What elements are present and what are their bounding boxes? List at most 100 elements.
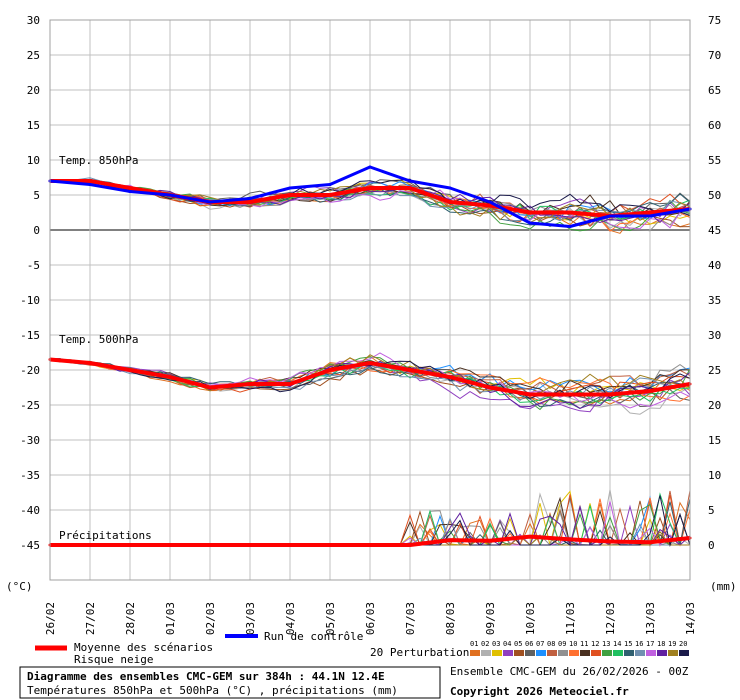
x-tick-label: 05/03 bbox=[324, 602, 337, 635]
data-point bbox=[368, 361, 372, 365]
data-point bbox=[128, 186, 132, 190]
data-point bbox=[488, 539, 492, 543]
y-right-tick-label: 0 bbox=[708, 539, 715, 552]
legend-member-swatch bbox=[679, 650, 689, 656]
data-point bbox=[88, 179, 92, 183]
data-point bbox=[608, 214, 612, 218]
legend-member-id: 01 bbox=[470, 640, 478, 648]
chart-subtitle: Températures 850hPa et 500hPa (°C) , pré… bbox=[27, 684, 398, 697]
data-point bbox=[208, 386, 212, 389]
data-point bbox=[328, 368, 332, 372]
x-tick-label: 12/03 bbox=[604, 602, 617, 635]
label-temp-500: Temp. 500hPa bbox=[59, 333, 138, 346]
legend-member-id: 18 bbox=[657, 640, 665, 648]
data-point bbox=[448, 375, 452, 379]
legend-member-id: 05 bbox=[514, 640, 522, 648]
data-point bbox=[488, 386, 492, 389]
y-left-tick-label: 10 bbox=[27, 154, 40, 167]
y-right-tick-label: 15 bbox=[708, 434, 721, 447]
data-point bbox=[528, 211, 532, 214]
y-left-tick-label: 15 bbox=[27, 119, 40, 132]
y-left-tick-label: -5 bbox=[27, 259, 40, 272]
data-point bbox=[248, 382, 252, 386]
data-point bbox=[248, 200, 252, 204]
data-point bbox=[448, 538, 452, 542]
data-point bbox=[568, 225, 572, 228]
perturbation-line bbox=[49, 180, 691, 227]
y-right-tick-label: 65 bbox=[708, 84, 721, 97]
data-point bbox=[168, 375, 172, 379]
data-point bbox=[288, 193, 292, 197]
legend-member-swatch bbox=[536, 650, 546, 656]
legend-member-swatch bbox=[580, 650, 590, 656]
plot-frame bbox=[49, 19, 691, 581]
data-point bbox=[288, 382, 292, 386]
x-tick-label: 01/03 bbox=[164, 602, 177, 635]
data-point bbox=[368, 165, 372, 169]
legend-member-id: 19 bbox=[668, 640, 676, 648]
legend-member-id: 13 bbox=[602, 640, 610, 648]
legend-members: 01 02 03 04 05 06 07 08 09 10 11 12 13 14 15 16 17 18 19 20 bbox=[470, 640, 689, 656]
data-point bbox=[608, 540, 612, 543]
y-left-tick-label: -25 bbox=[20, 399, 40, 412]
data-point bbox=[448, 200, 452, 204]
ensemble-label: Ensemble CMC-GEM du 26/02/2026 - 00Z bbox=[450, 665, 689, 678]
data-point bbox=[368, 543, 372, 547]
legend-member-swatch bbox=[481, 650, 491, 656]
y-left-tick-label: -30 bbox=[20, 434, 40, 447]
data-point bbox=[248, 543, 252, 547]
y-right-tick-label: 25 bbox=[708, 364, 721, 377]
data-point bbox=[88, 543, 92, 547]
title-box bbox=[19, 666, 441, 699]
data-point bbox=[128, 190, 132, 193]
y-left-tick-label: -20 bbox=[20, 364, 40, 377]
y-left-tick-label: 25 bbox=[27, 49, 40, 62]
data-point bbox=[168, 543, 172, 547]
legend-member-swatch bbox=[547, 650, 557, 656]
legend-member-swatch bbox=[657, 650, 667, 656]
chart-title: Diagramme des ensembles CMC-GEM sur 384h… bbox=[27, 670, 385, 683]
data-point bbox=[648, 540, 652, 544]
legend-snow-label: Risque neige bbox=[74, 653, 153, 666]
legend-member-swatch bbox=[569, 650, 579, 656]
data-point bbox=[288, 186, 292, 190]
data-point bbox=[328, 543, 332, 547]
data-point bbox=[528, 535, 532, 539]
data-point bbox=[608, 393, 612, 396]
copyright: Copyright 2026 Meteociel.fr bbox=[450, 685, 629, 698]
legend-member-swatch bbox=[624, 650, 634, 656]
data-point bbox=[208, 200, 212, 204]
legend-member-id: 08 bbox=[547, 640, 555, 648]
x-tick-label: 27/02 bbox=[84, 602, 97, 635]
y-right-tick-label: 55 bbox=[708, 154, 721, 167]
y-right-tick-label: 30 bbox=[708, 329, 721, 342]
label-precip: Précipitations bbox=[59, 529, 152, 542]
data-point bbox=[408, 186, 412, 190]
legend-member-swatch bbox=[668, 650, 678, 656]
legend-member-swatch bbox=[613, 650, 623, 656]
legend-member-swatch bbox=[646, 650, 656, 656]
grid bbox=[49, 19, 691, 580]
legend-mean-label: Moyenne des scénarios bbox=[74, 641, 213, 654]
y-right-tick-label: 35 bbox=[708, 294, 721, 307]
x-tick-label: 03/03 bbox=[244, 602, 257, 635]
y-left-tick-label: 20 bbox=[27, 84, 40, 97]
legend-member-id: 20 bbox=[679, 640, 687, 648]
legend-member-id: 12 bbox=[591, 640, 599, 648]
y-left-tick-label: 0 bbox=[33, 224, 40, 237]
data-point bbox=[528, 393, 532, 396]
legend-member-swatch bbox=[602, 650, 612, 656]
x-tick-label: 13/03 bbox=[644, 602, 657, 635]
legend-perturbations-label: 20 Perturbations bbox=[370, 646, 476, 659]
x-tick-label: 07/03 bbox=[404, 602, 417, 635]
data-point bbox=[328, 183, 332, 186]
data-point bbox=[408, 543, 412, 547]
legend-member-swatch bbox=[525, 650, 535, 656]
y-right-tick-label: 60 bbox=[708, 119, 721, 132]
legend-member-swatch bbox=[503, 650, 513, 656]
legend-control-label: Run de contrôle bbox=[264, 630, 363, 643]
x-tick-label: 26/02 bbox=[44, 602, 57, 635]
data-point bbox=[648, 389, 652, 393]
